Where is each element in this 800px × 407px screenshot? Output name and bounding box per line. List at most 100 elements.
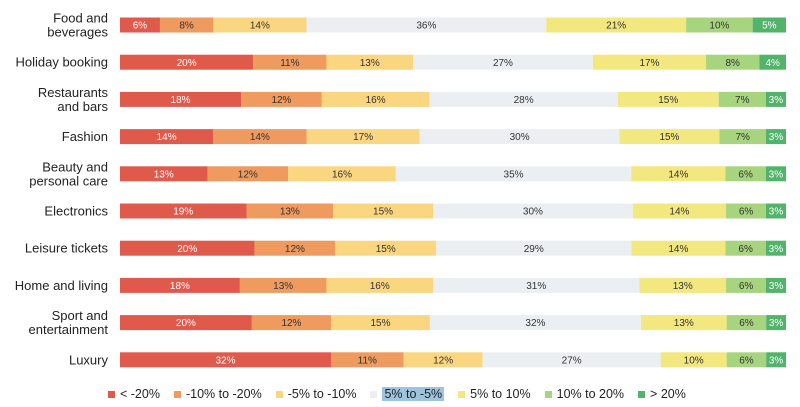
legend-item: 5% to -5% <box>370 387 445 401</box>
data-label: 13% <box>273 281 293 292</box>
category-label-line: entertainment <box>29 322 109 337</box>
bar-segment <box>207 166 289 182</box>
data-label: 14% <box>250 132 270 143</box>
legend-label: 10% to 20% <box>556 387 625 401</box>
data-label: 32% <box>215 355 235 366</box>
bar-segment <box>335 240 437 256</box>
category-label-line: Leisure tickets <box>25 241 109 256</box>
bar-segment <box>718 91 766 107</box>
data-label: 5% <box>762 21 777 32</box>
data-label: 7% <box>735 95 750 106</box>
data-label: 12% <box>271 95 291 106</box>
bar-segment <box>766 352 786 368</box>
bar-segment <box>752 17 786 33</box>
data-label: 3% <box>769 207 784 218</box>
data-label: 12% <box>433 355 453 366</box>
data-label: 32% <box>525 318 545 329</box>
bar-segment <box>765 91 786 107</box>
data-label: 12% <box>285 244 305 255</box>
category-label-line: and bars <box>57 99 108 114</box>
bar-segment <box>546 17 687 33</box>
data-label: 20% <box>177 58 197 69</box>
bar-segment <box>120 315 252 331</box>
category-label-line: Food and <box>53 11 108 26</box>
data-label: 6% <box>739 207 754 218</box>
bar-segment <box>766 129 786 145</box>
bar-segment <box>631 166 726 182</box>
category-label-line: Sport and <box>52 308 108 323</box>
bar-segment <box>239 277 327 293</box>
legend-swatch <box>275 390 283 398</box>
category-label-line: beverages <box>47 25 108 40</box>
data-label: 20% <box>177 244 197 255</box>
bar-segment <box>719 129 767 145</box>
bar-segment <box>726 315 767 331</box>
bar-segment <box>120 91 242 107</box>
data-label: 36% <box>416 21 436 32</box>
data-label: 3% <box>769 95 784 106</box>
legend-label: < -20% <box>120 387 160 401</box>
data-label: 11% <box>280 58 299 69</box>
data-label: 6% <box>739 355 754 366</box>
data-label: 11% <box>358 355 377 366</box>
category-label-line: Home and living <box>15 278 108 293</box>
bar-segment <box>251 315 332 331</box>
legend: < -20% -10% to -20% -5% to -10% 5% to -5% 5%… <box>108 387 700 401</box>
data-label: 27% <box>562 355 582 366</box>
data-label: 6% <box>739 281 754 292</box>
data-label: 28% <box>514 95 534 106</box>
data-label: 31% <box>526 281 546 292</box>
bar-segment <box>120 166 208 182</box>
bar-segment <box>331 315 430 331</box>
data-label: 4% <box>765 58 780 69</box>
data-label: 8% <box>179 21 194 32</box>
data-label: 16% <box>332 169 352 180</box>
bar-segment <box>429 91 618 107</box>
category-label: Beauty and personal care <box>29 159 108 188</box>
data-label: 13% <box>360 58 380 69</box>
data-label: 15% <box>376 244 396 255</box>
bar-segment <box>766 315 786 331</box>
bar-segment <box>433 203 633 219</box>
bar-segment <box>120 203 247 219</box>
bar-segment <box>120 54 254 70</box>
data-label: 18% <box>170 281 190 292</box>
stacked-bar-chart: Food and beverages 6% 8% 14% 36% 21% 10% 5% Holid… <box>15 11 786 368</box>
bar-segment <box>725 240 766 256</box>
data-label: 19% <box>173 207 193 218</box>
bar-segment <box>765 166 786 182</box>
legend-swatch <box>544 390 552 398</box>
data-label: 15% <box>659 132 679 143</box>
data-label: 6% <box>738 169 753 180</box>
legend-item: -10% to -20% <box>173 387 262 401</box>
bar-segment <box>120 17 160 33</box>
data-label: 3% <box>769 281 784 292</box>
data-label: 30% <box>510 132 530 143</box>
data-label: 12% <box>238 169 258 180</box>
bar-segment <box>254 240 336 256</box>
legend-label: -10% to -20% <box>185 387 262 401</box>
bar-segment <box>660 352 727 368</box>
bar-segment <box>120 352 332 368</box>
bar-segment <box>306 17 547 33</box>
bar-segment <box>759 54 786 70</box>
legend-swatch <box>458 390 466 398</box>
category-label-line: Restaurants <box>38 85 109 100</box>
category-label: Luxury <box>69 352 109 367</box>
data-label: 10% <box>684 355 704 366</box>
bar-segment <box>726 352 767 368</box>
bar-segment <box>429 315 641 331</box>
bar-segment <box>326 277 434 293</box>
bar-segment <box>726 203 767 219</box>
bar-segment <box>766 277 786 293</box>
bar-segment <box>395 166 632 182</box>
legend-label: -5% to -10% <box>287 387 357 401</box>
category-label: Restaurants and bars <box>38 85 109 114</box>
bar-segment <box>592 54 707 70</box>
bar-segment <box>725 166 766 182</box>
data-label: 17% <box>639 58 659 69</box>
bar-segment <box>639 277 727 293</box>
data-label: 6% <box>738 244 753 255</box>
bar-segment <box>331 352 404 368</box>
data-label: 15% <box>658 95 678 106</box>
